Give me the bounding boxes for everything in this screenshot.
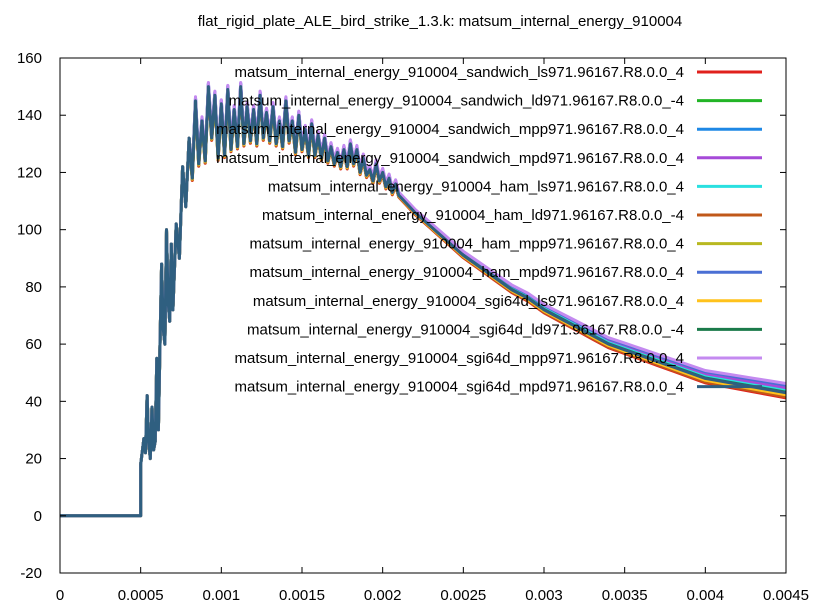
series-lines bbox=[60, 81, 787, 518]
y-tick-label: 100 bbox=[17, 222, 42, 239]
legend-label: matsum_internal_energy_910004_ham_ls971.… bbox=[268, 178, 684, 195]
y-tick-label: 60 bbox=[25, 336, 42, 353]
legend-label: matsum_internal_energy_910004_ham_mpp971… bbox=[250, 236, 684, 253]
x-tick-label: 0.004 bbox=[687, 587, 725, 604]
legend-label: matsum_internal_energy_910004_sandwich_m… bbox=[216, 121, 684, 138]
legend-label: matsum_internal_energy_910004_ham_mpd971… bbox=[250, 264, 684, 281]
y-tick-label: 20 bbox=[25, 451, 42, 468]
legend: matsum_internal_energy_910004_sandwich_l… bbox=[216, 64, 762, 396]
plot-frame bbox=[59, 57, 787, 574]
y-tick-label: -20 bbox=[20, 565, 42, 582]
x-tick-label: 0.002 bbox=[364, 587, 402, 604]
x-tick-label: 0.003 bbox=[525, 587, 563, 604]
plot-area bbox=[59, 57, 787, 574]
legend-label: matsum_internal_energy_910004_sandwich_m… bbox=[216, 150, 684, 167]
x-tick-label: 0.0005 bbox=[118, 587, 164, 604]
x-tick-label: 0 bbox=[56, 587, 64, 604]
y-tick-label: 140 bbox=[17, 107, 42, 124]
legend-label: matsum_internal_energy_910004_ham_ld971.… bbox=[262, 207, 684, 224]
y-tick-label: 40 bbox=[25, 393, 42, 410]
series-line bbox=[60, 85, 787, 518]
x-tick-label: 0.0025 bbox=[440, 587, 486, 604]
legend-label: matsum_internal_energy_910004_sgi64d_ls9… bbox=[253, 293, 684, 310]
x-tick-label: 0.0035 bbox=[602, 587, 648, 604]
y-tick-label: 120 bbox=[17, 164, 42, 181]
legend-label: matsum_internal_energy_910004_sgi64d_ld9… bbox=[247, 321, 684, 338]
legend-label: matsum_internal_energy_910004_sandwich_l… bbox=[229, 93, 684, 110]
chart-title: flat_rigid_plate_ALE_bird_strike_1.3.k: … bbox=[198, 13, 682, 30]
x-tick-label: 0.0045 bbox=[763, 587, 809, 604]
y-tick-label: 80 bbox=[25, 279, 42, 296]
x-tick-label: 0.001 bbox=[203, 587, 241, 604]
y-tick-label: 0 bbox=[34, 508, 42, 525]
legend-label: matsum_internal_energy_910004_sgi64d_mpd… bbox=[234, 379, 684, 396]
x-tick-label: 0.0015 bbox=[279, 587, 325, 604]
y-tick-label: 160 bbox=[17, 50, 42, 67]
y-axis: -20 0 20 40 60 80 100 120 140 160 bbox=[17, 50, 786, 582]
x-axis: 0 0.0005 0.001 0.0015 0.002 0.0025 0.003 0.0035… bbox=[56, 58, 809, 604]
legend-label: matsum_internal_energy_910004_sgi64d_mpp… bbox=[234, 350, 684, 367]
legend-label: matsum_internal_energy_910004_sandwich_l… bbox=[235, 64, 685, 81]
